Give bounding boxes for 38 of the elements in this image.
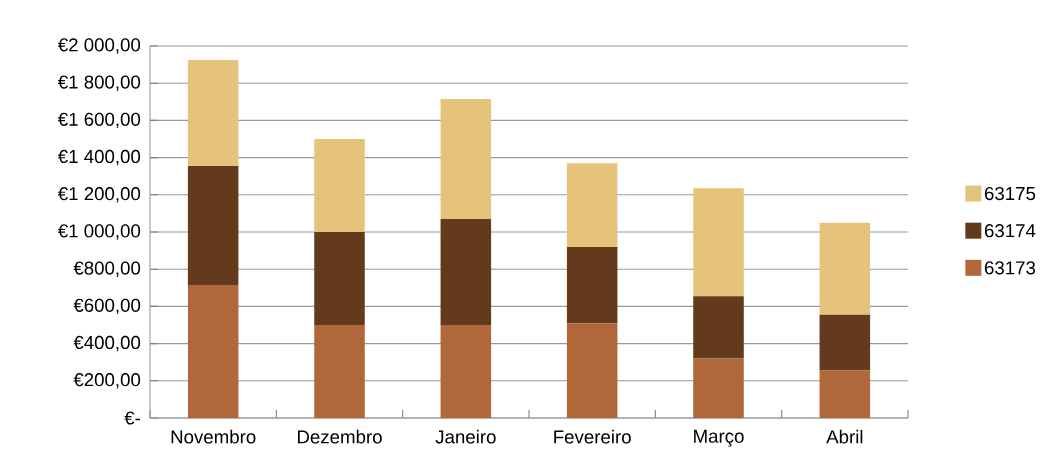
bar xyxy=(566,163,618,247)
y-tick-label: €2 000,00 xyxy=(57,38,141,54)
bar xyxy=(566,323,618,418)
y-tick-label: €1 200,00 xyxy=(57,187,141,203)
x-tick-label: Abril xyxy=(826,429,863,444)
bar xyxy=(187,165,239,286)
y-tick-label: €1 400,00 xyxy=(57,149,141,166)
legend-label: 63174 xyxy=(984,224,1036,238)
y-tick-label: €1 600,00 xyxy=(57,112,141,129)
bar xyxy=(314,139,365,232)
x-tick-label: Janeiro xyxy=(435,429,496,444)
bar xyxy=(819,222,871,315)
bar xyxy=(693,296,744,359)
bar xyxy=(819,370,871,418)
bar xyxy=(187,59,239,166)
y-tick-label: €800,00 xyxy=(73,261,141,277)
y-tick-label: €- xyxy=(124,411,141,425)
y-tick-label: €1 000,00 xyxy=(57,224,141,240)
bar xyxy=(314,232,365,325)
y-tick-label: €200,00 xyxy=(73,373,141,389)
bar xyxy=(314,325,365,418)
bar xyxy=(693,358,744,418)
x-tick-label: Março xyxy=(694,429,744,447)
y-tick-label: €1 800,00 xyxy=(57,75,141,91)
x-tick-label: Dezembro xyxy=(297,429,382,444)
bar xyxy=(440,99,492,219)
bar xyxy=(819,314,871,371)
bar xyxy=(187,285,239,418)
x-tick-label: Novembro xyxy=(171,429,256,444)
bar xyxy=(440,218,492,325)
legend-label: 63175 xyxy=(984,186,1036,201)
bar xyxy=(566,246,618,324)
y-tick-label: €600,00 xyxy=(73,298,141,315)
y-tick-label: €400,00 xyxy=(73,335,141,352)
bar xyxy=(440,325,492,418)
bar xyxy=(693,188,744,297)
x-tick-label: Fevereiro xyxy=(554,429,631,444)
legend-label: 63173 xyxy=(984,261,1036,275)
